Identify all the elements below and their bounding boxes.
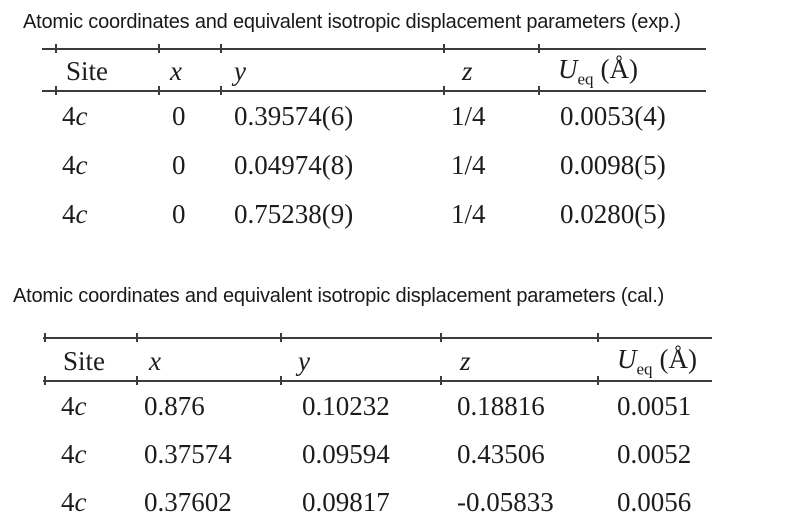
cell-ueq: 0.0053(4) bbox=[560, 101, 666, 131]
table-cal: Site x y z Ueq (Å) 4c 0.876 0.10232 0.188… bbox=[43, 333, 712, 526]
header-site: Site bbox=[66, 56, 109, 86]
column-tick bbox=[443, 44, 445, 53]
table-cal-title: Atomic coordinates and equivalent isotro… bbox=[13, 285, 665, 307]
cell-z: -0.05833 bbox=[457, 486, 554, 517]
column-tick bbox=[55, 44, 57, 53]
cell-site: 4c bbox=[61, 438, 87, 469]
cell-x: 0.37602 bbox=[144, 486, 232, 517]
cell-x: 0.37574 bbox=[144, 438, 232, 469]
table-row: 4c 0.876 0.10232 0.18816 0.0051 bbox=[43, 382, 712, 430]
cell-site: 4c bbox=[62, 101, 88, 131]
column-tick bbox=[44, 333, 46, 342]
column-tick bbox=[55, 86, 57, 95]
header-y: y bbox=[298, 346, 310, 376]
column-tick bbox=[440, 376, 442, 385]
table-row: 4c 0.37574 0.09594 0.43506 0.0052 bbox=[43, 430, 712, 478]
cell-y: 0.09817 bbox=[302, 486, 390, 517]
cell-site: 4c bbox=[62, 150, 88, 180]
column-tick bbox=[158, 86, 160, 95]
header-ueq: Ueq (Å) bbox=[617, 343, 698, 378]
column-tick bbox=[158, 44, 160, 53]
header-z: z bbox=[462, 56, 473, 86]
table-exp: Site x y z Ueq (Å) 4c 0 0.39574(6) 1/4 0.… bbox=[42, 44, 706, 239]
cell-x: 0.876 bbox=[144, 390, 205, 421]
column-tick bbox=[44, 376, 46, 385]
cell-y: 0.10232 bbox=[302, 390, 390, 421]
cell-ueq: 0.0280(5) bbox=[560, 199, 666, 229]
cell-z: 1/4 bbox=[451, 101, 486, 131]
cell-site: 4c bbox=[61, 486, 87, 517]
column-tick bbox=[443, 86, 445, 95]
table-exp-title: Atomic coordinates and equivalent isotro… bbox=[23, 11, 681, 33]
cell-ueq: 0.0098(5) bbox=[560, 150, 666, 180]
column-tick bbox=[136, 376, 138, 385]
column-tick bbox=[440, 333, 442, 342]
column-tick bbox=[538, 86, 540, 95]
column-tick bbox=[280, 376, 282, 385]
header-site: Site bbox=[63, 346, 106, 376]
cell-z: 0.43506 bbox=[457, 438, 545, 469]
table-row: 4c 0 0.04974(8) 1/4 0.0098(5) bbox=[42, 141, 706, 190]
cell-ueq: 0.0052 bbox=[617, 438, 692, 469]
column-tick bbox=[136, 333, 138, 342]
document-page: Atomic coordinates and equivalent isotro… bbox=[13, 11, 712, 517]
cell-ueq: 0.0056 bbox=[617, 486, 692, 517]
cell-y: 0.39574(6) bbox=[234, 101, 354, 131]
cell-y: 0.09594 bbox=[302, 438, 390, 469]
column-tick bbox=[597, 376, 599, 385]
cell-y: 0.04974(8) bbox=[234, 150, 354, 180]
column-tick bbox=[597, 333, 599, 342]
header-ueq: Ueq (Å) bbox=[558, 53, 639, 88]
table-header-row: Site x y z Ueq (Å) bbox=[42, 48, 706, 92]
cell-x: 0 bbox=[172, 101, 186, 131]
cell-site: 4c bbox=[61, 390, 87, 421]
cell-z: 0.18816 bbox=[457, 390, 545, 421]
cell-z: 1/4 bbox=[451, 199, 486, 229]
cell-x: 0 bbox=[172, 199, 186, 229]
cell-y: 0.75238(9) bbox=[234, 199, 354, 229]
column-tick bbox=[220, 86, 222, 95]
header-x: x bbox=[170, 56, 182, 86]
column-tick bbox=[280, 333, 282, 342]
cell-site: 4c bbox=[62, 199, 88, 229]
table-header-row: Site x y z Ueq (Å) bbox=[43, 337, 712, 382]
table-row: 4c 0.37602 0.09817 -0.05833 0.0056 bbox=[43, 478, 712, 526]
header-y: y bbox=[234, 56, 246, 86]
table-row: 4c 0 0.39574(6) 1/4 0.0053(4) bbox=[42, 92, 706, 141]
header-z: z bbox=[460, 346, 471, 376]
cell-z: 1/4 bbox=[451, 150, 486, 180]
cell-ueq: 0.0051 bbox=[617, 390, 692, 421]
column-tick bbox=[538, 44, 540, 53]
header-x: x bbox=[149, 346, 161, 376]
cell-x: 0 bbox=[172, 150, 186, 180]
table-row: 4c 0 0.75238(9) 1/4 0.0280(5) bbox=[42, 190, 706, 239]
column-tick bbox=[220, 44, 222, 53]
